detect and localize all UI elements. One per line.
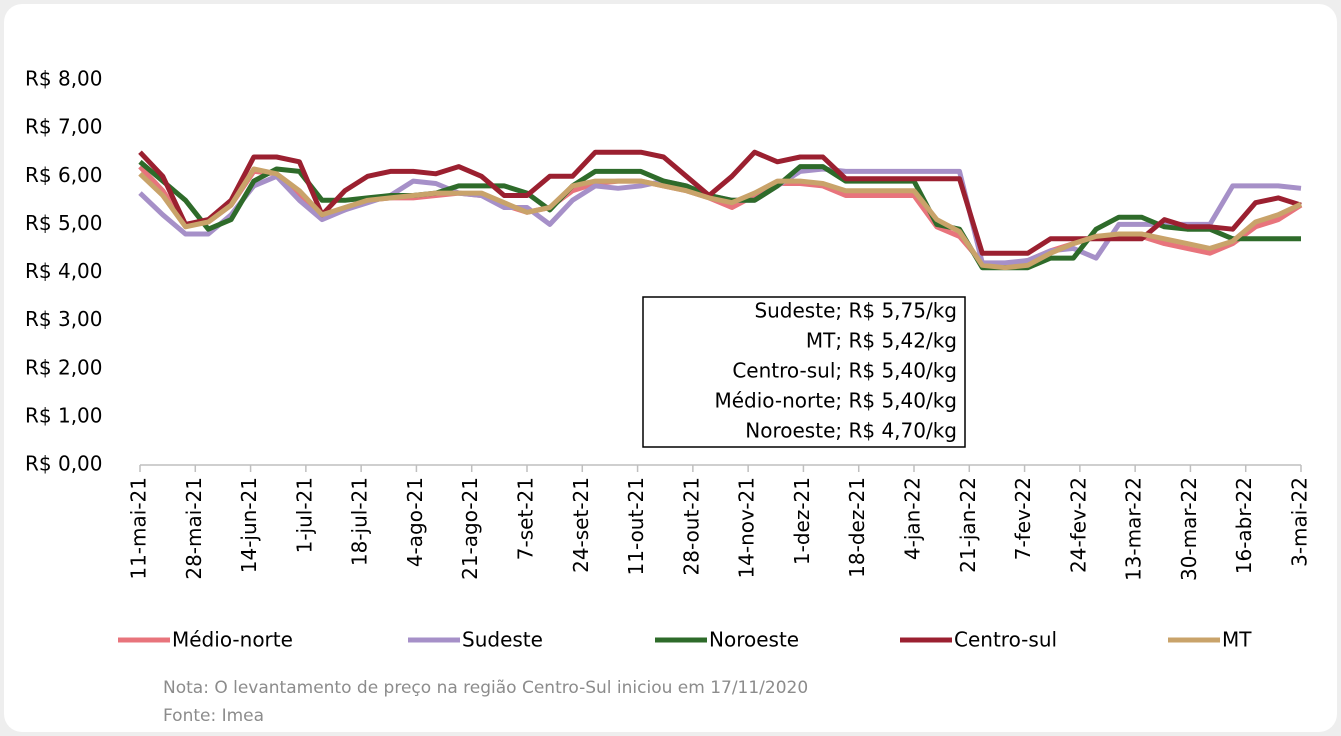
annotation: Sudeste; R$ 5,75/kg <box>754 299 957 323</box>
y-tick-label: R$ 0,00 <box>25 452 103 476</box>
x-tick-label: 24-fev-22 <box>1066 477 1090 573</box>
annotation-box <box>642 296 966 448</box>
x-tick-label: 4-ago-21 <box>403 477 427 567</box>
x-tick-label: 11-out-21 <box>624 477 648 575</box>
y-tick-label: R$ 1,00 <box>25 403 103 427</box>
x-tick-label: 24-set-21 <box>569 477 593 573</box>
legend-label: Sudeste <box>462 628 543 652</box>
x-tick-label: 11-mai-21 <box>127 477 151 580</box>
source: Fonte: Imea <box>163 706 264 726</box>
y-tick-label: R$ 8,00 <box>25 67 103 91</box>
annotation: Noroeste; R$ 4,70/kg <box>745 419 957 443</box>
line-4 <box>138 166 1303 271</box>
x-tick-label: 14-jun-21 <box>237 477 261 573</box>
x-tick-label: 1-dez-21 <box>790 477 814 565</box>
x-tick-label: 18-dez-21 <box>845 477 869 578</box>
x-tick-label: 3-mai-22 <box>1288 477 1312 567</box>
y-tick-label: R$ 6,00 <box>25 163 103 187</box>
x-tick-label: 18-jul-21 <box>348 477 372 566</box>
line-3 <box>138 149 1302 256</box>
y-tick-label: R$ 7,00 <box>25 115 103 139</box>
annotation: Centro-sul; R$ 5,40/kg <box>732 359 957 383</box>
x-tick-label: 14-nov-21 <box>735 477 759 579</box>
x-tick-label: 30-mar-22 <box>1177 477 1201 581</box>
annotation: Médio-norte; R$ 5,40/kg <box>714 389 957 413</box>
legend-label: Noroeste <box>709 628 799 652</box>
y-tick-label: R$ 3,00 <box>25 307 103 331</box>
x-tick-label: 28-out-21 <box>679 477 703 575</box>
x-tick-label: 7-fev-22 <box>1011 477 1035 560</box>
y-tick-label: R$ 4,00 <box>25 259 103 283</box>
annotation: MT; R$ 5,42/kg <box>806 329 957 353</box>
x-tick-label: 4-jan-22 <box>901 477 925 560</box>
x-tick-label: 21-jan-22 <box>956 477 980 573</box>
x-tick-label: 28-mai-21 <box>182 477 206 580</box>
x-tick-label: 21-ago-21 <box>458 477 482 580</box>
legend-label: Médio-norte <box>172 628 293 652</box>
y-tick-label: R$ 5,00 <box>25 211 103 235</box>
legend-label: MT <box>1222 628 1252 652</box>
x-tick-label: 13-mar-22 <box>1122 477 1146 581</box>
y-tick-label: R$ 2,00 <box>25 355 103 379</box>
legend-label: Centro-sul <box>954 628 1057 652</box>
x-tick-label: 7-set-21 <box>514 477 538 560</box>
x-tick-label: 16-abr-22 <box>1232 477 1256 574</box>
x-tick-label: 1-jul-21 <box>292 477 316 553</box>
note: Nota: O levantamento de preço na região … <box>163 678 808 698</box>
